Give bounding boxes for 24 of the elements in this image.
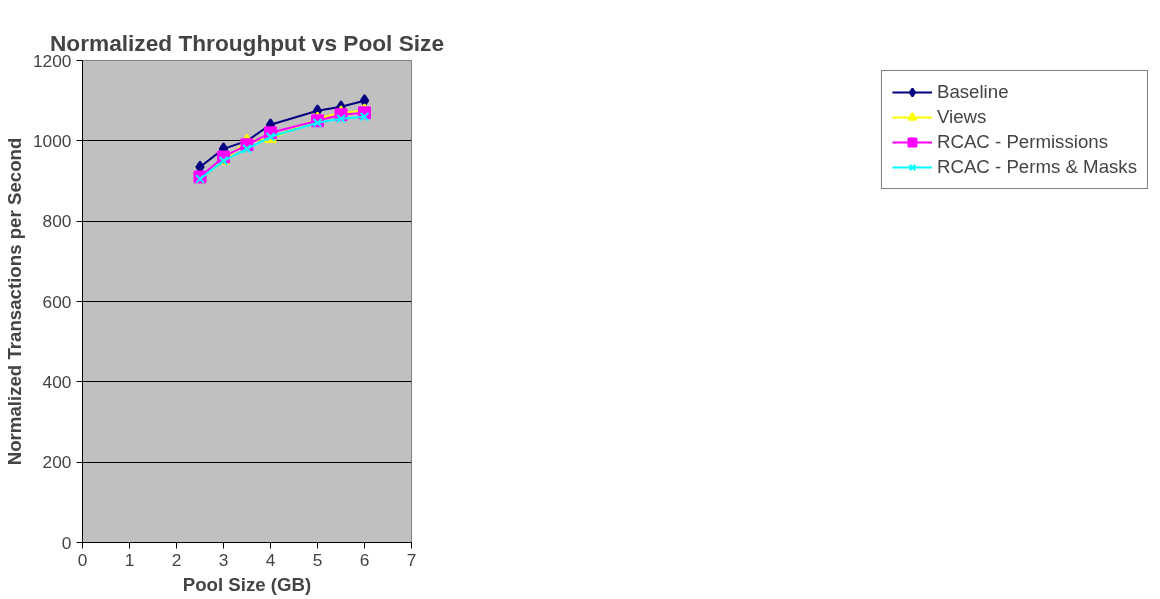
x-tick-label: 0 xyxy=(77,549,88,570)
y-tick-label: 800 xyxy=(42,211,72,232)
y-tick-label: 600 xyxy=(42,291,72,312)
legend-label: Baseline xyxy=(936,81,1009,103)
legend-label: RCAC - Permissions xyxy=(936,131,1108,153)
y-tick-label: 0 xyxy=(61,532,72,553)
y-tick-label: 200 xyxy=(42,452,72,473)
x-tick-label: 1 xyxy=(124,549,135,570)
x-axis-title: Pool Size (GB) xyxy=(182,573,312,595)
x-tick-label: 6 xyxy=(359,549,370,570)
legend-label: RCAC - Perms & Masks xyxy=(936,156,1137,178)
point xyxy=(336,113,346,124)
point xyxy=(242,143,252,154)
x-tick-label: 5 xyxy=(312,549,323,570)
y-tick-label: 1000 xyxy=(32,130,72,151)
x-tick-label: 7 xyxy=(406,549,417,570)
legend-label: Views xyxy=(936,106,987,128)
point xyxy=(359,111,370,122)
y-axis-title: Normalized Transactions per Second xyxy=(3,137,25,466)
y-tick-label: 400 xyxy=(42,371,72,392)
x-tick-label: 2 xyxy=(171,549,182,570)
x-tick-label: 4 xyxy=(265,549,276,570)
point xyxy=(359,94,370,108)
x-tick-label: 3 xyxy=(218,549,229,570)
